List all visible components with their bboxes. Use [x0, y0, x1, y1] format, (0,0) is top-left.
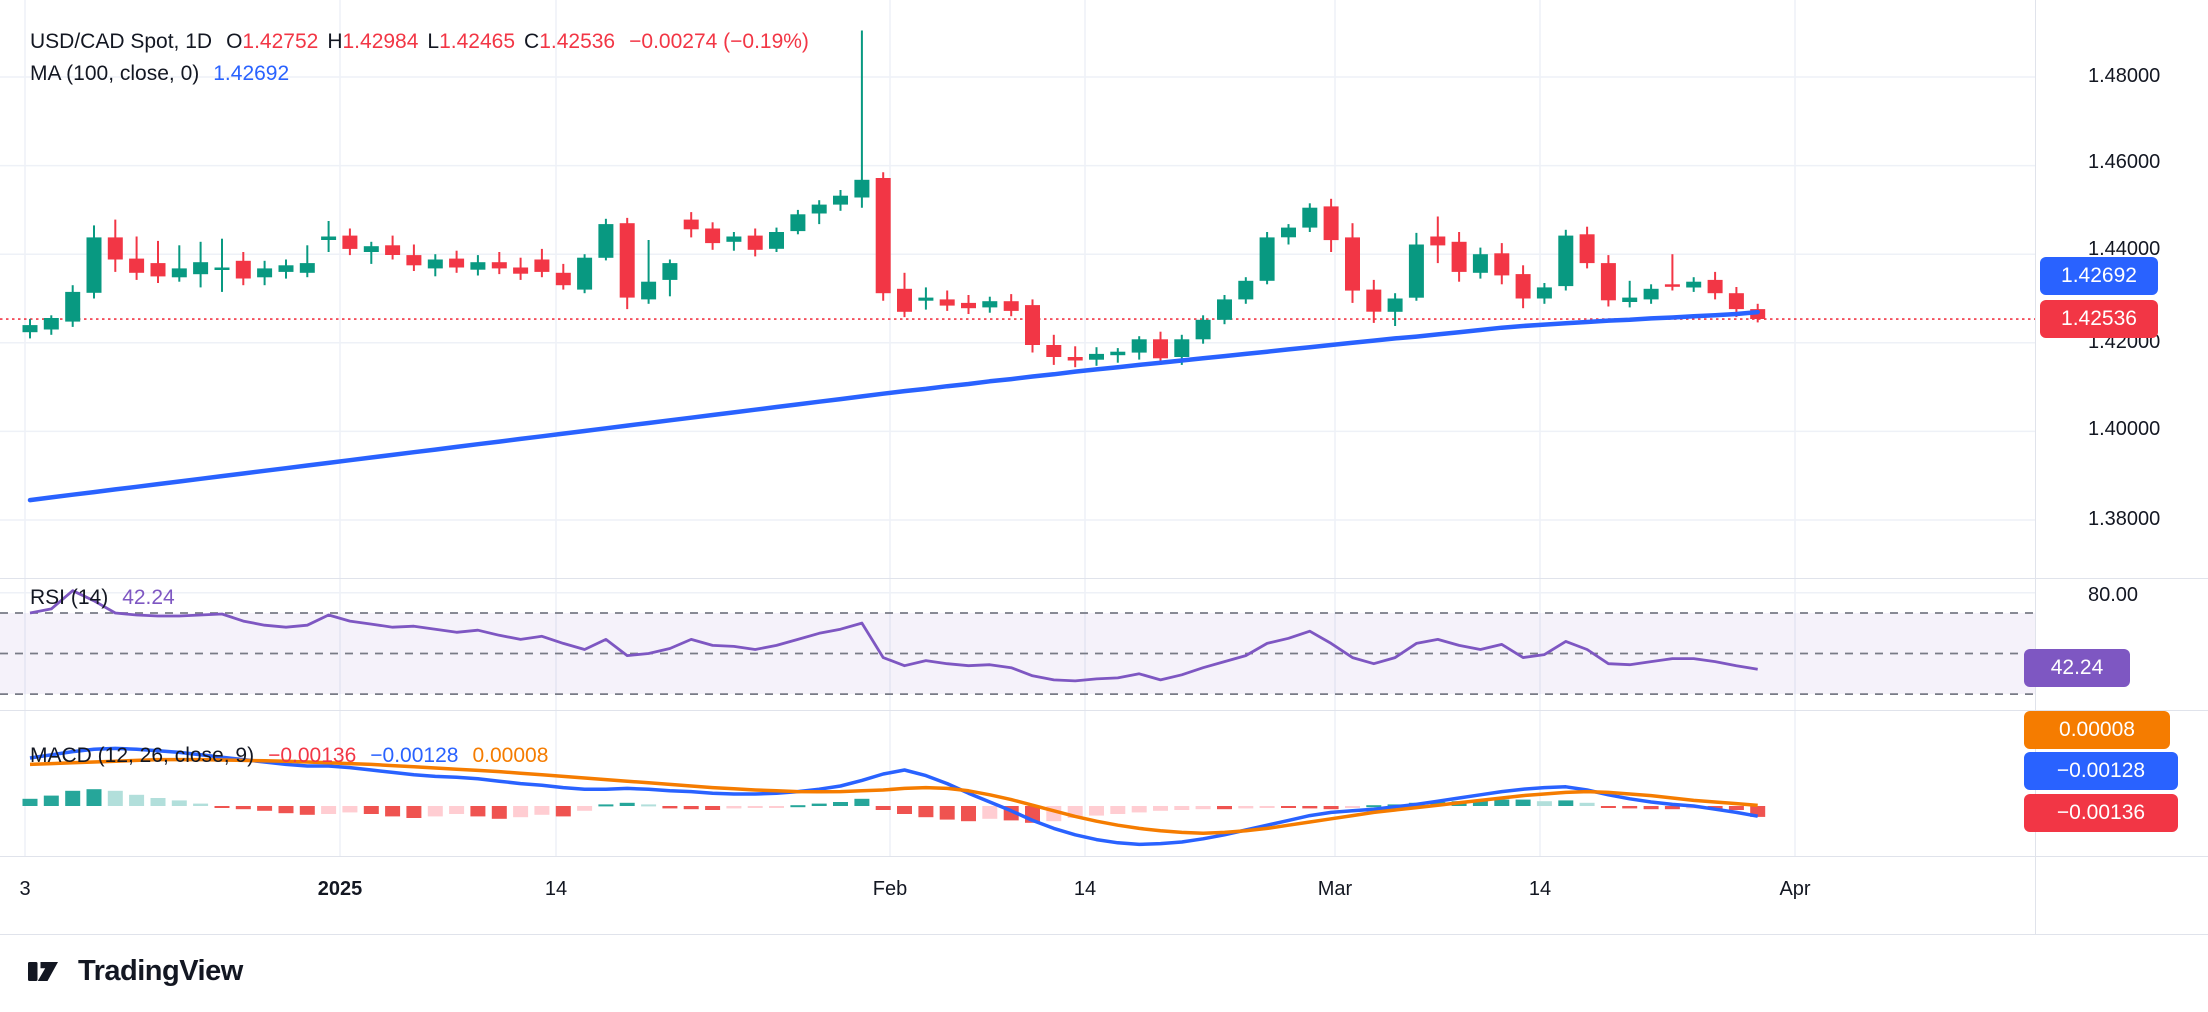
macd-signal-badge: 0.00008 [2024, 711, 2170, 749]
price-axis-label: 1.48000 [2088, 65, 2161, 87]
tradingview-logo-text: TradingView [78, 954, 243, 987]
price-axis-label: 80.00 [2088, 584, 2139, 606]
symbol-title[interactable]: USD/CAD Spot, 1D [30, 30, 213, 53]
pane-separator-rsi[interactable] [0, 578, 2208, 579]
macd-signal-value: 0.00008 [472, 744, 549, 767]
time-axis-label: 14 [544, 878, 568, 900]
tradingview-logo[interactable]: TradingView [28, 954, 243, 988]
time-axis-label: 2025 [317, 878, 363, 900]
low-label: L [427, 30, 440, 53]
rsi-value-badge: 42.24 [2024, 649, 2130, 687]
time-axis-label: 14 [1073, 878, 1097, 900]
ma-legend: MA (100, close, 0) 1.42692 [30, 62, 289, 86]
ma-label[interactable]: MA (100, close, 0) [30, 62, 200, 85]
price-axis-label: 1.38000 [2088, 508, 2161, 530]
close-price-badge: 1.42536 [2040, 300, 2158, 338]
time-axis-bottom-border [0, 934, 2208, 935]
rsi-label[interactable]: RSI (14) [30, 586, 109, 609]
open-label: O [226, 30, 243, 53]
ma-value-badge: 1.42692 [2040, 257, 2158, 295]
macd-hist-value: −0.00136 [268, 744, 357, 767]
low-value: 1.42465 [439, 30, 516, 53]
rsi-value: 42.24 [122, 586, 175, 609]
macd-legend: MACD (12, 26, close, 9) −0.00136 −0.0012… [30, 744, 548, 768]
time-axis-label: 14 [1528, 878, 1552, 900]
macd-line-value: −0.00128 [370, 744, 459, 767]
macd-label[interactable]: MACD (12, 26, close, 9) [30, 744, 255, 767]
pane-separator-macd[interactable] [0, 710, 2208, 711]
ma-value: 1.42692 [213, 62, 290, 85]
price-axis-label: 1.40000 [2088, 418, 2161, 440]
high-label: H [327, 30, 343, 53]
change-value: −0.00274 (−0.19%) [629, 30, 809, 53]
symbol-legend: USD/CAD Spot, 1D O 1.42752 H 1.42984 L 1.42… [30, 30, 809, 54]
tradingview-logo-icon [28, 962, 58, 981]
price-axis-label: 1.46000 [2088, 151, 2161, 173]
close-label: C [524, 30, 540, 53]
time-axis-label: 3 [19, 878, 31, 900]
time-axis-label: Feb [872, 878, 908, 900]
open-value: 1.42752 [242, 30, 319, 53]
time-axis-label: Mar [1317, 878, 1353, 900]
rsi-legend: RSI (14) 42.24 [30, 586, 175, 610]
macd-line-badge: −0.00128 [2024, 752, 2178, 790]
price-axis-border [2035, 0, 2036, 934]
high-value: 1.42984 [342, 30, 419, 53]
close-value: 1.42536 [539, 30, 616, 53]
price-axis-label: 1.44000 [2088, 238, 2161, 260]
time-axis-label: Apr [1779, 878, 1811, 900]
macd-hist-badge: −0.00136 [2024, 794, 2178, 832]
time-axis-top-border [0, 856, 2208, 857]
